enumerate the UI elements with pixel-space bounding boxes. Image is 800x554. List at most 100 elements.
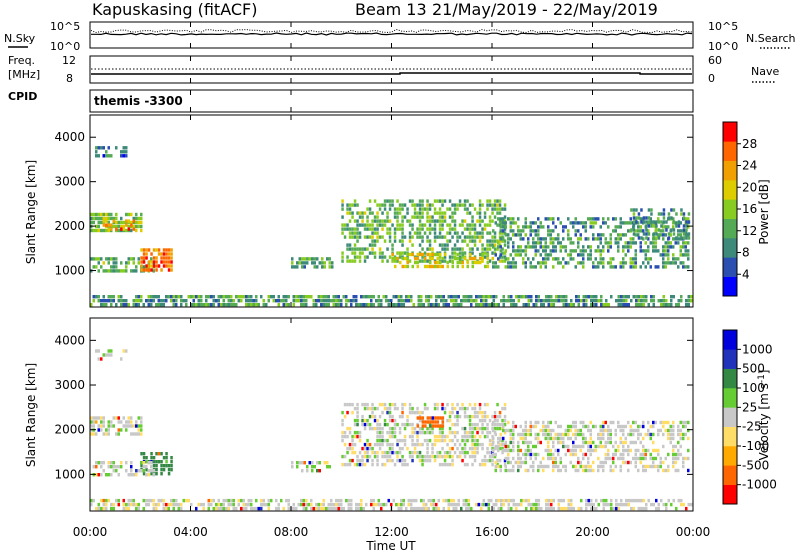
power-cell (391, 259, 394, 263)
velocity-cell (517, 432, 520, 437)
power-cell (634, 253, 637, 257)
velocity-cell (348, 430, 352, 435)
power-cell (547, 257, 550, 261)
power-cell (547, 295, 550, 299)
power-cell (634, 261, 637, 265)
power-cell (461, 223, 464, 227)
velocity-cell (418, 450, 422, 455)
velocity-cell (592, 440, 595, 445)
velocity-cell (637, 448, 640, 453)
power-cell (145, 252, 148, 256)
power-cell (527, 241, 530, 245)
power-cell (677, 299, 680, 303)
power-cell (438, 255, 442, 259)
velocity-cell (640, 506, 643, 511)
power-cell (670, 299, 673, 303)
power-cell (572, 225, 575, 229)
velocity-cell (473, 426, 477, 431)
velocity-cell (358, 434, 362, 439)
power-cell (632, 228, 636, 232)
velocity-cell (450, 498, 453, 503)
power-cell (524, 249, 527, 253)
power-cell (401, 251, 404, 255)
velocity-cell (363, 406, 367, 411)
velocity-cell (102, 353, 105, 357)
velocity-cell (110, 473, 113, 477)
velocity-cell (327, 502, 330, 507)
velocity-cell (100, 416, 103, 420)
power-cell (147, 303, 150, 307)
velocity-cell (353, 406, 357, 411)
power-cell (507, 257, 510, 261)
velocity-cell (507, 460, 510, 465)
power-cell (652, 241, 655, 245)
velocity-cell (659, 464, 662, 469)
velocity-cell (667, 498, 670, 503)
velocity-cell (122, 424, 125, 428)
power-cell (320, 295, 323, 299)
velocity-cell (376, 454, 379, 459)
power-cell (306, 261, 309, 265)
power-cell (110, 303, 113, 307)
velocity-cell (491, 442, 494, 447)
power-cell (552, 221, 555, 225)
velocity-cell (97, 349, 100, 353)
power-cell (486, 223, 489, 227)
power-cell (537, 249, 540, 253)
power-cell (426, 219, 429, 223)
velocity-cell (512, 448, 515, 453)
power-cell (478, 207, 482, 211)
nave-label: Nave (751, 65, 779, 78)
velocity-cell (421, 426, 424, 431)
power-cell (102, 216, 105, 221)
power-cell (368, 227, 372, 231)
power-cell (597, 217, 600, 221)
velocity-cell (509, 432, 512, 437)
velocity-cell (557, 448, 560, 453)
velocity-cell (403, 438, 407, 443)
velocity-cell (371, 414, 374, 419)
velocity-cell (426, 430, 429, 435)
velocity-cell (446, 418, 449, 423)
power-cell (594, 257, 597, 261)
colorbar-segment (723, 368, 737, 389)
power-cell (212, 299, 215, 303)
velocity-cell (645, 502, 648, 507)
velocity-cell (325, 506, 328, 511)
velocity-cell (476, 438, 479, 443)
power-cell (461, 264, 464, 269)
velocity-cell (599, 424, 602, 429)
velocity-cell (473, 454, 477, 459)
velocity-cell (112, 469, 115, 473)
velocity-cell (620, 502, 623, 507)
velocity-cell (509, 468, 512, 473)
power-cell (614, 241, 617, 245)
power-cell (401, 239, 404, 243)
velocity-cell (127, 424, 130, 428)
velocity-cell (504, 468, 507, 473)
velocity-cell (97, 357, 100, 361)
power-cell (527, 225, 530, 229)
velocity-cell (485, 502, 488, 507)
velocity-cell (475, 502, 478, 507)
power-cell (421, 215, 424, 219)
power-cell (370, 295, 373, 299)
power-cell (170, 299, 173, 303)
velocity-cell (491, 414, 494, 419)
power-cell (502, 299, 505, 303)
power-cell (594, 249, 597, 253)
velocity-cell (305, 502, 308, 507)
power-cell (428, 243, 432, 247)
power-cell (620, 295, 623, 299)
velocity-cell (397, 502, 400, 507)
power-cell (627, 221, 630, 225)
power-cell (391, 243, 394, 247)
power-cell (669, 241, 672, 245)
power-cell (416, 211, 419, 215)
power-cell (579, 237, 582, 241)
power-cell (303, 265, 306, 269)
power-cell (383, 255, 387, 259)
power-cell (664, 245, 667, 249)
velocity-cell (97, 506, 100, 511)
